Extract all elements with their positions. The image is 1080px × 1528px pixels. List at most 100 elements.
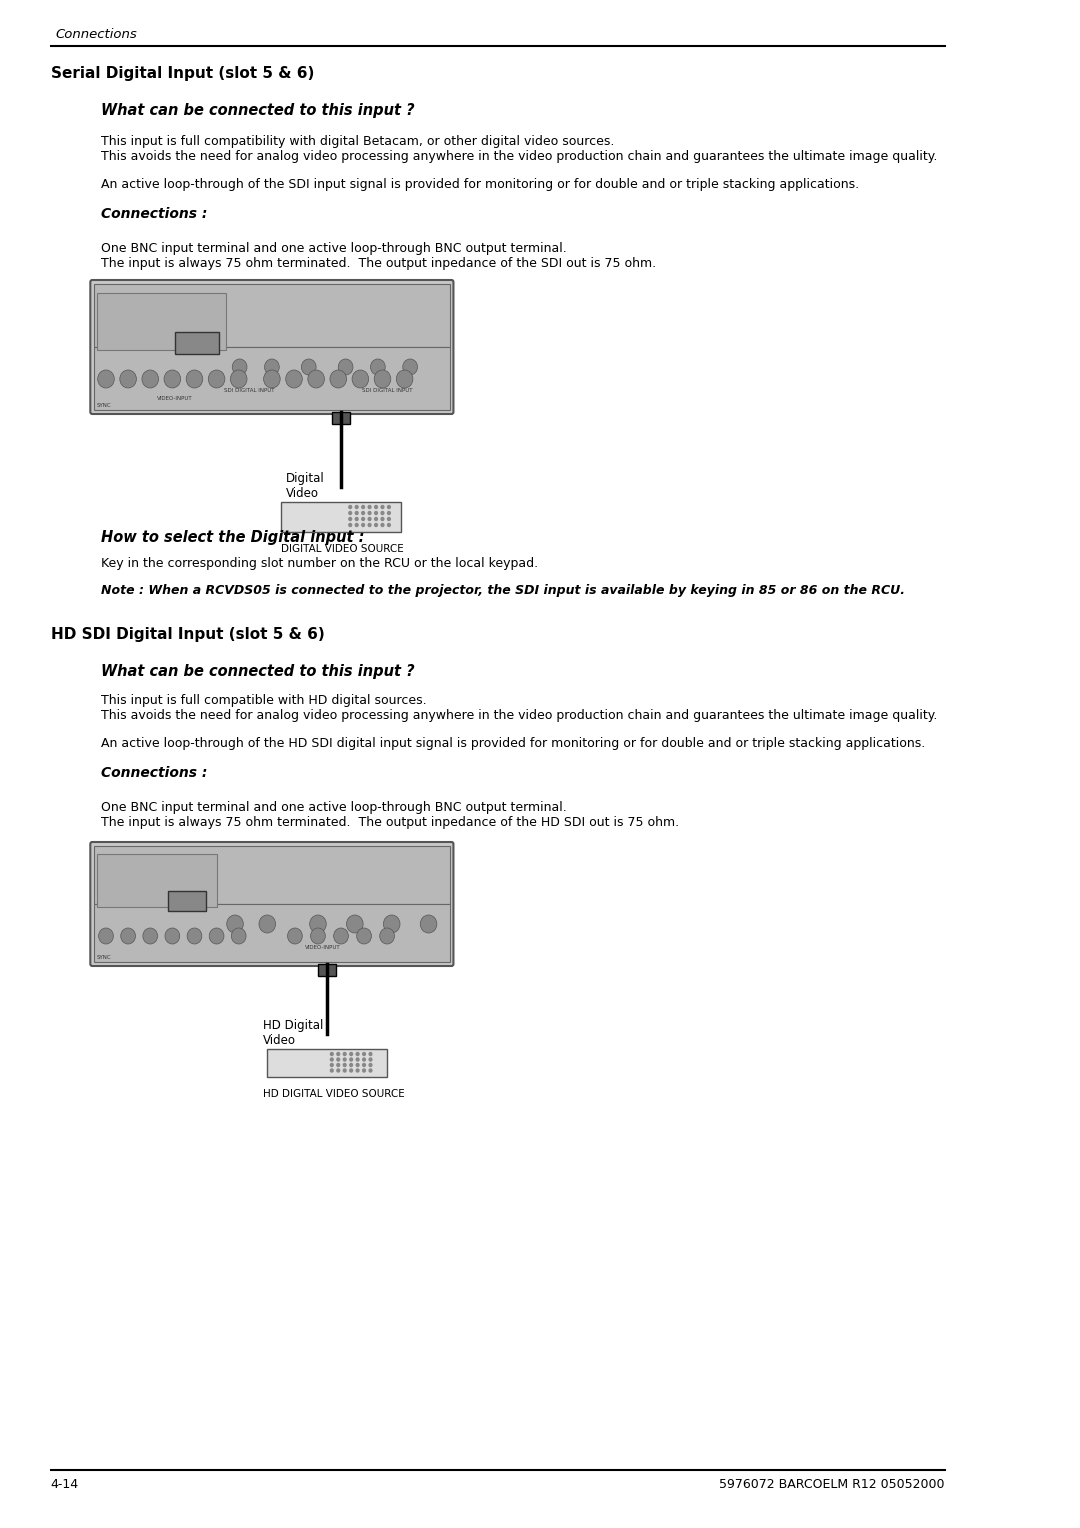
Circle shape [380,927,394,944]
Circle shape [337,1057,339,1060]
Text: Connections :: Connections : [102,766,207,779]
Circle shape [343,1070,346,1073]
Text: An active loop-through of the HD SDI digital input signal is provided for monito: An active loop-through of the HD SDI dig… [102,736,926,750]
Bar [167,891,206,911]
Circle shape [396,370,413,388]
Circle shape [403,359,418,374]
Text: Video: Video [286,487,319,500]
Circle shape [121,927,135,944]
Circle shape [301,359,316,374]
Bar [318,964,336,976]
Circle shape [362,506,365,509]
Text: This input is full compatibility with digital Betacam, or other digital video so: This input is full compatibility with di… [102,134,615,148]
Circle shape [420,915,436,934]
Circle shape [363,1070,365,1073]
Circle shape [143,927,158,944]
Circle shape [232,359,247,374]
Circle shape [337,1063,339,1067]
Text: Connections: Connections [55,28,137,41]
Text: One BNC input terminal and one active loop-through BNC output terminal.: One BNC input terminal and one active lo… [102,801,567,814]
Circle shape [343,1053,346,1056]
Circle shape [383,915,400,934]
Bar [97,854,217,908]
Circle shape [308,370,324,388]
Circle shape [330,1057,333,1060]
Circle shape [186,370,203,388]
Circle shape [310,915,326,934]
Circle shape [231,927,246,944]
Circle shape [330,1063,333,1067]
Bar [281,503,401,532]
Circle shape [368,518,370,521]
Circle shape [381,524,383,527]
Circle shape [120,370,136,388]
Circle shape [381,512,383,515]
Text: An active loop-through of the SDI input signal is provided for monitoring or for: An active loop-through of the SDI input … [102,177,860,191]
Circle shape [311,927,325,944]
Circle shape [338,359,353,374]
Circle shape [287,927,302,944]
Circle shape [349,518,352,521]
Circle shape [355,524,359,527]
FancyBboxPatch shape [91,280,454,414]
Text: What can be connected to this input ?: What can be connected to this input ? [102,665,415,678]
Circle shape [286,370,302,388]
Circle shape [375,506,377,509]
Text: DIGITAL VIDEO SOURCE: DIGITAL VIDEO SOURCE [281,544,404,555]
Bar [94,847,449,905]
Circle shape [141,370,159,388]
Text: Note : When a RCVDS05 is connected to the projector, the SDI input is available : Note : When a RCVDS05 is connected to th… [102,584,905,597]
Circle shape [350,1070,352,1073]
Circle shape [187,927,202,944]
Circle shape [375,512,377,515]
Bar [94,347,449,410]
Circle shape [363,1053,365,1056]
Text: The input is always 75 ohm terminated.  The output inpedance of the HD SDI out i: The input is always 75 ohm terminated. T… [102,816,679,830]
Bar [175,332,219,354]
Circle shape [368,524,370,527]
Text: This avoids the need for analog video processing anywhere in the video productio: This avoids the need for analog video pr… [102,709,937,723]
Circle shape [165,927,179,944]
Circle shape [388,512,390,515]
Circle shape [164,370,180,388]
Circle shape [337,1053,339,1056]
Text: Digital: Digital [286,472,324,484]
Text: SDI DIGITAL INPUT: SDI DIGITAL INPUT [362,388,413,393]
Text: How to select the Digital input :: How to select the Digital input : [102,530,365,545]
Circle shape [259,915,275,934]
Circle shape [381,518,383,521]
Circle shape [265,359,280,374]
Circle shape [330,1070,333,1073]
Circle shape [388,524,390,527]
Circle shape [355,506,359,509]
Circle shape [363,1063,365,1067]
Text: SYNC: SYNC [97,955,111,960]
Text: Serial Digital Input (slot 5 & 6): Serial Digital Input (slot 5 & 6) [51,66,314,81]
Text: The input is always 75 ohm terminated.  The output inpedance of the SDI out is 7: The input is always 75 ohm terminated. T… [102,257,657,270]
Bar [94,905,449,963]
Circle shape [356,1053,359,1056]
Text: This avoids the need for analog video processing anywhere in the video productio: This avoids the need for analog video pr… [102,150,937,163]
Text: SYNC: SYNC [97,403,111,408]
FancyBboxPatch shape [91,842,454,966]
Circle shape [375,518,377,521]
Circle shape [369,1070,372,1073]
Circle shape [352,370,368,388]
Circle shape [368,506,370,509]
Circle shape [98,927,113,944]
Circle shape [334,927,349,944]
Bar [97,293,226,350]
Circle shape [343,1063,346,1067]
Circle shape [347,915,363,934]
Text: This input is full compatible with HD digital sources.: This input is full compatible with HD di… [102,694,427,707]
Text: Key in the corresponding slot number on the RCU or the local keypad.: Key in the corresponding slot number on … [102,558,539,570]
Circle shape [368,512,370,515]
Circle shape [363,1057,365,1060]
Circle shape [374,370,391,388]
Circle shape [362,518,365,521]
Text: SDI DIGITAL INPUT: SDI DIGITAL INPUT [224,388,274,393]
Circle shape [337,1070,339,1073]
Text: 4-14: 4-14 [51,1478,79,1491]
Text: HD DIGITAL VIDEO SOURCE: HD DIGITAL VIDEO SOURCE [262,1089,404,1099]
Circle shape [97,370,114,388]
